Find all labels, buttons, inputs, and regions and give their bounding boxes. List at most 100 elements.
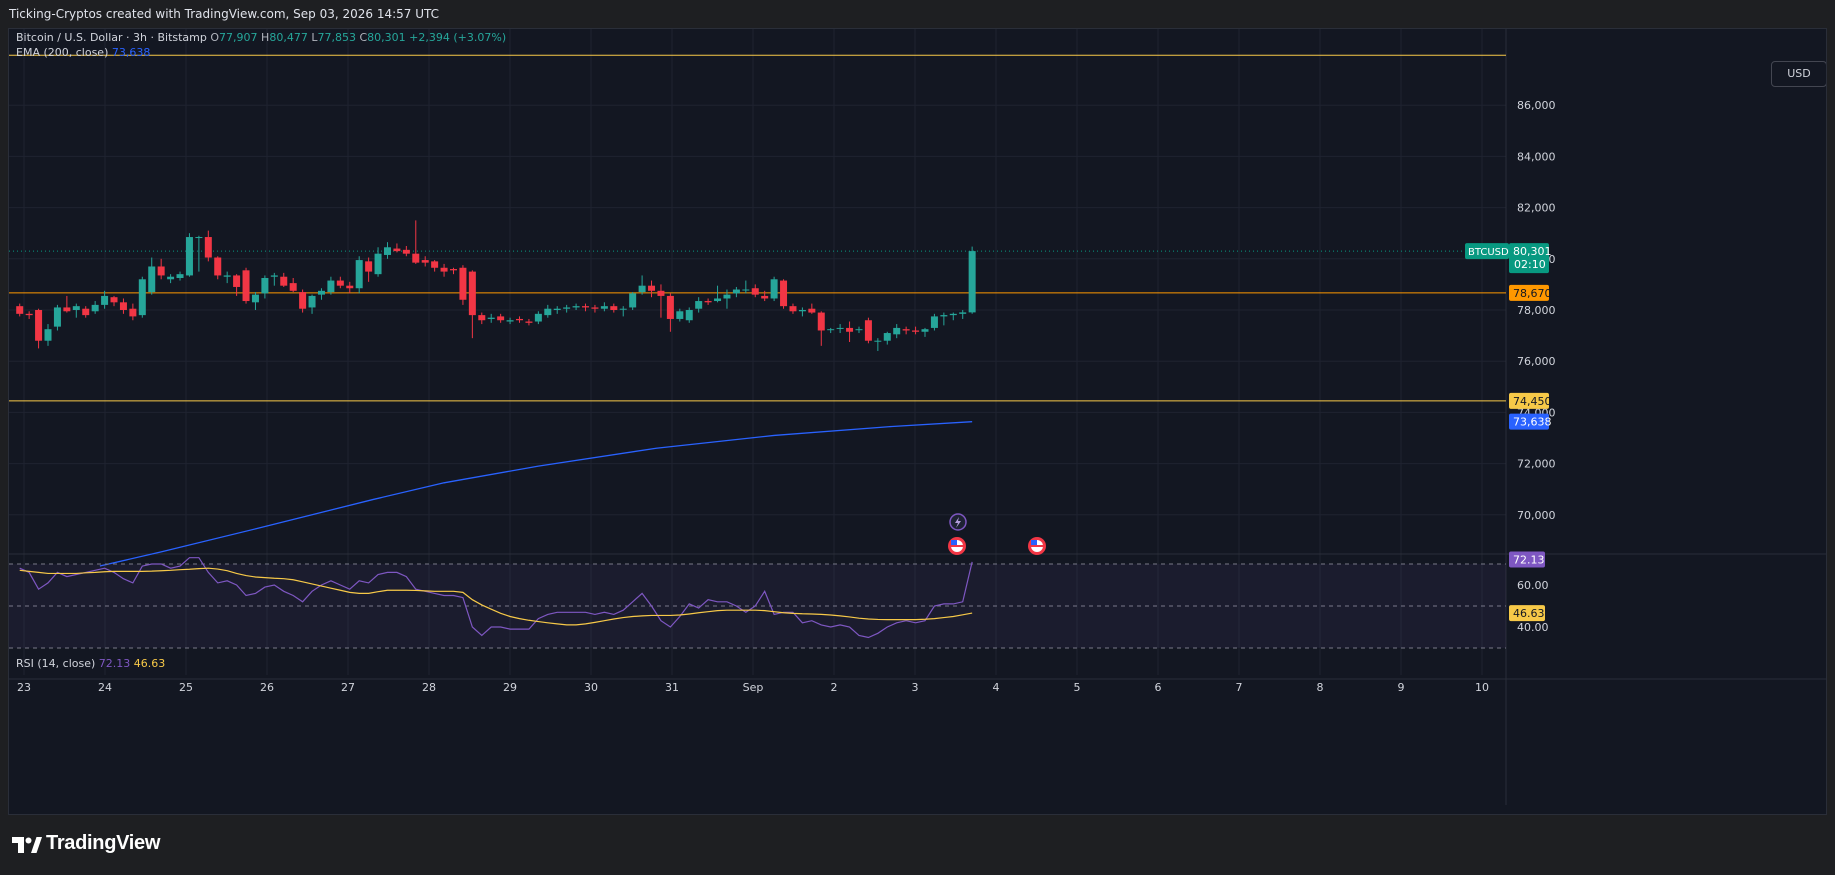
candle-body [223,275,231,277]
lightning-event-icon[interactable] [949,513,967,531]
rsi-label: RSI (14, close) [16,657,96,670]
candle-body [544,308,552,316]
ema-label: EMA (200, close) [16,46,109,59]
open-label: O [210,31,220,44]
time-tick-label: 4 [993,681,1000,694]
candle-body [959,312,967,314]
ema-legend-value: 73,638 [111,46,151,59]
candle-body [317,290,325,295]
time-tick-label: 29 [503,681,517,694]
flag-stripe [951,545,963,547]
candle-body [336,280,344,286]
price-tick-label: 72,000 [1517,458,1556,471]
candle-body [412,253,420,263]
countdown-text: 02:10 [1514,258,1546,271]
candle-body [534,313,542,322]
candle-body [874,340,882,342]
rsi-pane-background [9,554,1506,675]
chart-background [9,29,1826,814]
flag-canton [951,540,957,545]
candle-body [770,279,778,299]
time-tick-label: 23 [17,681,31,694]
candle-body [619,308,627,310]
candle-body [421,260,429,263]
candle-body [393,248,401,252]
last-price-text: 80,301 [1513,245,1552,258]
price-tick-label: 76,000 [1517,355,1556,368]
rsi-legend[interactable]: RSI (14, close) 72.13 46.63 [16,657,165,670]
candle-body [940,315,948,317]
candles [16,220,976,351]
candle-body [110,297,118,303]
candle-body [233,275,241,287]
time-tick-label: 28 [422,681,436,694]
candle-body [751,288,759,295]
rsi-ma-legend-value: 46.63 [133,657,166,670]
rsi-band-fill [9,564,1506,648]
candle-body [930,316,938,328]
rsi-value-label [1509,551,1545,568]
candle-body [497,316,505,321]
candle-body [817,312,825,331]
candle-body [742,289,750,291]
candle-body [157,266,165,276]
candle-body [242,270,250,302]
candle-body [610,306,618,310]
time-tick-label: 3 [912,681,919,694]
candle-body [195,237,203,239]
candle-body [63,307,71,312]
candle-body [921,329,929,332]
time-tick-label: 26 [260,681,274,694]
candle-body [25,313,33,316]
time-tick-label: 5 [1074,681,1081,694]
candle-body [251,294,259,303]
candle-body [676,311,684,319]
candle-body [138,279,146,316]
open-value: 77,907 [219,31,258,44]
ema-legend[interactable]: EMA (200, close) 73,638 [16,46,150,59]
candle-body [365,261,373,272]
candle-body [44,329,52,341]
candle-body [516,318,524,321]
rsi-line [19,557,973,639]
candle-body [214,257,222,276]
candle-body [789,306,797,312]
candle-body [308,295,316,308]
us-flag-event-icon[interactable] [948,537,966,555]
candle-body [572,306,580,308]
chart-canvas[interactable]: 70,00072,00074,00076,00078,00080,00082,0… [9,29,1827,815]
change-value: +2,394 (+3.07%) [409,31,507,44]
candle-body [582,306,590,308]
price-tick-label: 70,000 [1517,509,1556,522]
candle-body [261,278,269,294]
time-tick-label: 30 [584,681,598,694]
candle-body [449,269,457,271]
candle-body [91,304,99,312]
candle-body [864,320,872,341]
price-tick-label: 78,000 [1517,304,1556,317]
time-tick-label: 24 [98,681,112,694]
us-flag-event-icon[interactable] [1028,537,1046,555]
time-tick-label: 7 [1236,681,1243,694]
chart-frame[interactable]: 70,00072,00074,00076,00078,00080,00082,0… [8,28,1827,815]
symbol-title[interactable]: Bitcoin / U.S. Dollar · 3h · Bitstamp [16,31,207,44]
candle-body [648,285,656,291]
candle-body [167,276,175,280]
rsi-legend-value: 72.13 [98,657,131,670]
candle-body [902,329,910,331]
low-value: 77,853 [317,31,356,44]
candle-body [355,260,363,289]
candle-body [968,251,976,313]
currency-button[interactable]: USD [1771,61,1826,87]
candle-body [101,295,109,305]
candle-body [506,320,514,322]
attribution-bar: Ticking-Cryptos created with TradingView… [0,0,1835,28]
footer [0,815,1835,875]
candle-body [176,274,184,278]
candle-body [893,327,901,335]
candle-body [695,301,703,309]
candle-body [798,310,806,312]
high-label: H [261,31,270,44]
candle-body [468,271,476,316]
close-label: C [359,31,368,44]
